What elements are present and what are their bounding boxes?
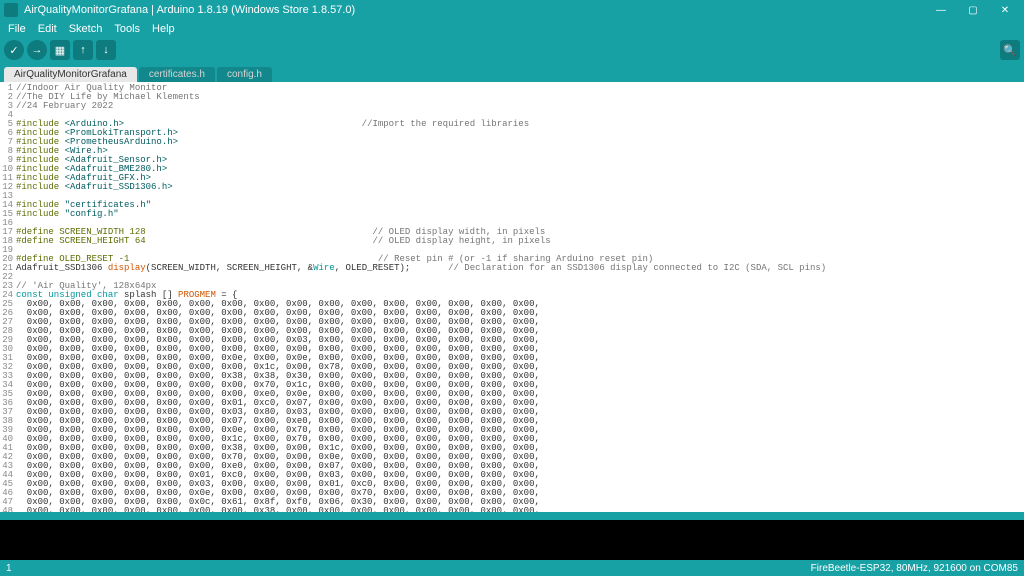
upload-button[interactable]: → bbox=[27, 40, 47, 60]
code-line[interactable]: 14#include "certificates.h" bbox=[0, 201, 1024, 210]
statusbar: 1 FireBeetle-ESP32, 80MHz, 921600 on COM… bbox=[0, 560, 1024, 576]
open-button[interactable]: ↑ bbox=[73, 40, 93, 60]
code-content[interactable]: //24 February 2022 bbox=[16, 102, 113, 111]
new-button[interactable]: ▦ bbox=[50, 40, 70, 60]
titlebar: AirQualityMonitorGrafana | Arduino 1.8.1… bbox=[0, 0, 1024, 20]
message-bar bbox=[0, 512, 1024, 520]
editor-area: 1//Indoor Air Quality Monitor2//The DIY … bbox=[0, 82, 1024, 560]
serial-monitor-button[interactable]: 🔍 bbox=[1000, 40, 1020, 60]
code-content[interactable]: Adafruit_SSD1306 display(SCREEN_WIDTH, S… bbox=[16, 264, 826, 273]
code-line[interactable]: 18#define SCREEN_HEIGHT 64 // OLED displ… bbox=[0, 237, 1024, 246]
save-button[interactable]: ↓ bbox=[96, 40, 116, 60]
code-content[interactable]: #define SCREEN_HEIGHT 64 // OLED display… bbox=[16, 237, 551, 246]
code-content[interactable]: #include <Adafruit_SSD1306.h> bbox=[16, 183, 173, 192]
tab-config[interactable]: config.h bbox=[217, 67, 272, 82]
menu-file[interactable]: File bbox=[2, 21, 32, 37]
code-line[interactable]: 13 bbox=[0, 192, 1024, 201]
verify-button[interactable]: ✓ bbox=[4, 40, 24, 60]
status-line: 1 bbox=[6, 563, 811, 574]
toolbar: ✓ → ▦ ↑ ↓ 🔍 bbox=[0, 38, 1024, 62]
console[interactable] bbox=[0, 520, 1024, 560]
menu-edit[interactable]: Edit bbox=[32, 21, 63, 37]
code-line[interactable]: 2//The DIY Life by Michael Klements bbox=[0, 93, 1024, 102]
menu-sketch[interactable]: Sketch bbox=[63, 21, 109, 37]
status-board: FireBeetle-ESP32, 80MHz, 921600 on COM85 bbox=[811, 563, 1018, 574]
code-line[interactable]: 10#include <Adafruit_BME280.h> bbox=[0, 165, 1024, 174]
code-line[interactable]: 7#include <PrometheusArduino.h> bbox=[0, 138, 1024, 147]
minimize-button[interactable]: — bbox=[926, 1, 956, 19]
app-icon bbox=[4, 3, 18, 17]
code-line[interactable]: 3//24 February 2022 bbox=[0, 102, 1024, 111]
window-title: AirQualityMonitorGrafana | Arduino 1.8.1… bbox=[24, 4, 926, 16]
code-line[interactable]: 21Adafruit_SSD1306 display(SCREEN_WIDTH,… bbox=[0, 264, 1024, 273]
code-line[interactable]: 15#include "config.h" bbox=[0, 210, 1024, 219]
tab-bar: AirQualityMonitorGrafana certificates.h … bbox=[0, 62, 1024, 82]
code-editor[interactable]: 1//Indoor Air Quality Monitor2//The DIY … bbox=[0, 82, 1024, 512]
code-line[interactable]: 12#include <Adafruit_SSD1306.h> bbox=[0, 183, 1024, 192]
menubar: File Edit Sketch Tools Help bbox=[0, 20, 1024, 38]
app-window: AirQualityMonitorGrafana | Arduino 1.8.1… bbox=[0, 0, 1024, 576]
menu-tools[interactable]: Tools bbox=[108, 21, 146, 37]
tab-main[interactable]: AirQualityMonitorGrafana bbox=[4, 67, 137, 82]
close-button[interactable]: ✕ bbox=[990, 1, 1020, 19]
menu-help[interactable]: Help bbox=[146, 21, 181, 37]
code-content[interactable]: #include "config.h" bbox=[16, 210, 119, 219]
maximize-button[interactable]: ▢ bbox=[958, 1, 988, 19]
tab-certificates[interactable]: certificates.h bbox=[139, 67, 215, 82]
